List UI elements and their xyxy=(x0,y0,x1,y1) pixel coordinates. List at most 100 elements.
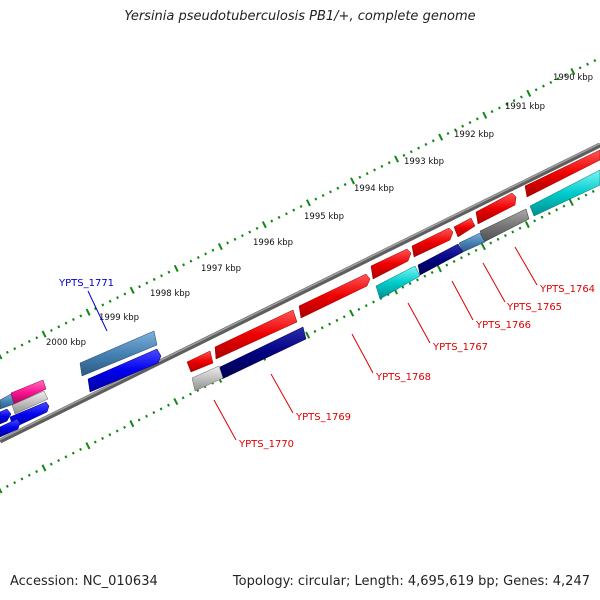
gene-arrow-ypts-1769[interactable] xyxy=(214,309,298,360)
minor-tick xyxy=(240,234,244,238)
gene-arrow-forward[interactable] xyxy=(475,192,517,225)
minor-tick xyxy=(292,208,296,212)
minor-tick xyxy=(167,270,171,274)
minor-tick xyxy=(542,84,545,88)
minor-tick xyxy=(270,219,274,223)
gene-arrow-cyan[interactable] xyxy=(375,265,421,300)
minor-tick xyxy=(13,347,17,351)
minor-tick xyxy=(27,473,31,477)
gene-labels: YPTS_1764 YPTS_1765 YPTS_1766 YPTS_1767 … xyxy=(58,278,595,450)
minor-tick xyxy=(79,447,82,451)
gene-arrow-ypts-1766[interactable] xyxy=(458,232,486,253)
gene-arrow-lightgray[interactable] xyxy=(191,365,224,392)
minor-tick xyxy=(211,248,215,252)
minor-tick xyxy=(408,282,412,286)
major-tick xyxy=(437,265,442,273)
topology-summary: Topology: circular; Length: 4,695,619 bp… xyxy=(232,574,590,589)
major-tick xyxy=(306,199,311,207)
minor-tick xyxy=(328,322,332,326)
minor-tick xyxy=(417,146,421,150)
minor-tick xyxy=(364,304,368,308)
minor-tick xyxy=(380,164,384,168)
minor-tick xyxy=(503,234,507,238)
major-tick xyxy=(349,309,355,317)
major-tick xyxy=(173,397,179,406)
gene-arrow-forward[interactable] xyxy=(411,227,454,258)
gene-label-ypts-1765[interactable]: YPTS_1765 xyxy=(506,302,562,313)
minor-tick xyxy=(182,263,186,267)
minor-tick xyxy=(446,131,450,136)
minor-tick xyxy=(452,259,456,263)
major-tick xyxy=(85,442,91,450)
major-tick xyxy=(570,67,576,76)
gene-label-ypts-1769[interactable]: YPTS_1769 xyxy=(295,412,351,423)
gene-arrow-ypts-1764[interactable] xyxy=(524,149,600,198)
gene-arrow-blue[interactable] xyxy=(0,408,12,425)
minor-tick xyxy=(71,451,75,455)
gene-arrow-ypts-1770[interactable] xyxy=(186,350,214,373)
minor-tick xyxy=(591,189,595,193)
minor-tick xyxy=(159,407,163,411)
major-tick xyxy=(0,487,3,494)
gene-label-ypts-1770[interactable]: YPTS_1770 xyxy=(238,439,294,450)
gene-arrow-blue[interactable] xyxy=(87,348,162,393)
minor-tick xyxy=(145,281,149,285)
minor-tick xyxy=(335,318,339,322)
gene-arrow-ypts-1771[interactable] xyxy=(79,330,158,377)
minor-tick xyxy=(593,59,597,63)
gene-arrow-ypts-1768[interactable] xyxy=(298,273,371,319)
minor-tick xyxy=(49,328,53,332)
major-tick xyxy=(568,198,574,207)
minor-tick xyxy=(518,226,522,230)
gene-label-ypts-1767[interactable]: YPTS_1767 xyxy=(432,342,488,353)
minor-tick xyxy=(540,215,544,219)
tick-label-1990: 1990 kbp xyxy=(553,73,593,83)
minor-tick xyxy=(13,481,17,485)
minor-tick xyxy=(152,277,156,281)
gene-arrow-lightgray[interactable] xyxy=(11,390,49,415)
minor-tick xyxy=(101,436,104,440)
minor-tick xyxy=(285,212,288,216)
leader-ypts-1765 xyxy=(482,262,506,303)
gene-arrow-cyan[interactable] xyxy=(529,169,600,217)
minor-tick xyxy=(577,197,581,201)
minor-tick xyxy=(35,336,39,340)
minor-tick xyxy=(475,117,479,121)
minor-tick xyxy=(313,329,317,333)
leader-ypts-1770 xyxy=(213,399,237,441)
minor-tick xyxy=(343,183,347,187)
minor-tick xyxy=(64,455,68,459)
gene-arrow-ypts-1767[interactable] xyxy=(417,243,464,276)
minor-tick xyxy=(520,95,523,99)
minor-tick xyxy=(431,139,435,143)
minor-tick xyxy=(467,252,471,256)
minor-tick xyxy=(511,230,515,234)
gene-arrow-forward[interactable] xyxy=(370,248,412,280)
minor-tick xyxy=(108,433,112,437)
minor-tick xyxy=(299,204,303,208)
gene-arrow-blue[interactable] xyxy=(0,418,21,438)
minor-tick xyxy=(248,230,252,234)
gene-label-ypts-1764[interactable]: YPTS_1764 xyxy=(539,284,595,295)
gene-label-ypts-1768[interactable]: YPTS_1768 xyxy=(375,372,431,383)
minor-tick xyxy=(329,190,332,194)
minor-tick xyxy=(152,411,156,415)
gene-label-ypts-1771[interactable]: YPTS_1771 xyxy=(58,278,114,289)
major-tick xyxy=(0,353,3,360)
minor-tick xyxy=(189,392,192,396)
gene-arrow-forward[interactable] xyxy=(453,217,476,238)
minor-tick xyxy=(49,462,53,466)
minor-tick xyxy=(402,153,406,157)
major-tick xyxy=(261,221,267,229)
major-tick xyxy=(305,331,311,339)
gene-arrow-steel[interactable] xyxy=(0,393,15,410)
minor-tick xyxy=(321,193,325,198)
genome-backbone xyxy=(0,142,600,444)
minor-tick xyxy=(115,429,119,433)
minor-tick xyxy=(578,66,582,70)
minor-tick xyxy=(445,263,449,267)
minor-tick xyxy=(204,252,208,256)
gene-label-ypts-1766[interactable]: YPTS_1766 xyxy=(475,320,531,331)
minor-tick xyxy=(547,211,551,216)
